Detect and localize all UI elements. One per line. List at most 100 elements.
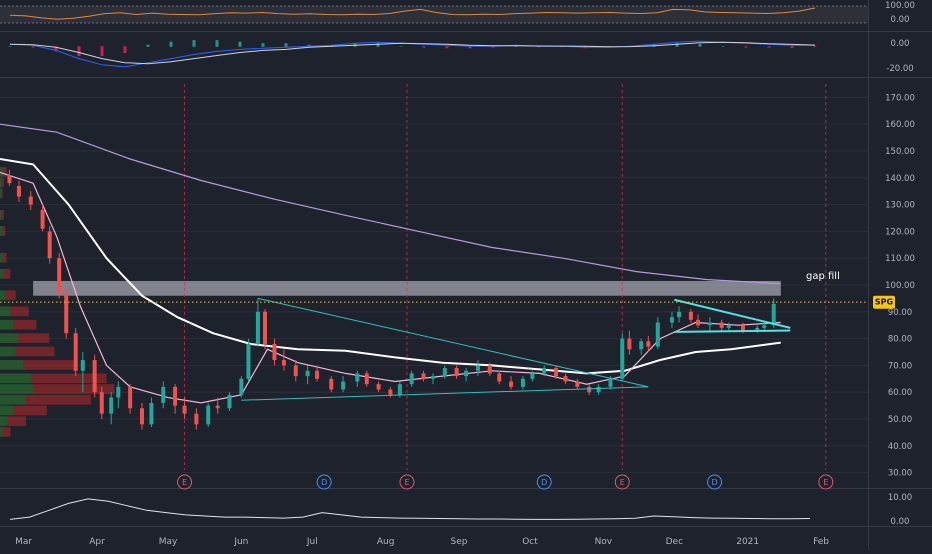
- volume-profile-buy-bar: [0, 384, 34, 394]
- volume-profile-sell-bar: [23, 360, 76, 370]
- volume-profile-buy-bar: [0, 188, 2, 199]
- candle-body: [620, 338, 625, 379]
- price-tick-label: 140.00: [885, 174, 915, 184]
- macd-histogram-bar: [8, 46, 12, 47]
- price-tick-label: 50.00: [888, 415, 912, 425]
- moving-averages: [0, 123, 781, 404]
- volume-profile-buy-bar: [0, 306, 11, 317]
- volume-profile-buy-bar: [0, 319, 13, 330]
- candle-body: [329, 378, 334, 390]
- macd-histogram-bar: [698, 43, 702, 47]
- volume-profile-sell-bar: [7, 416, 27, 427]
- candle-body: [293, 365, 298, 377]
- candlesticks: [7, 169, 776, 430]
- candle-body: [57, 258, 62, 294]
- macd-histogram-bar: [77, 46, 81, 57]
- volume-profile-sell-bar: [2, 252, 7, 263]
- event-circle: [316, 474, 332, 490]
- rsi-band: [0, 6, 868, 23]
- event-circle: [536, 474, 552, 490]
- event-label: D: [541, 478, 547, 487]
- symbol-price-tag[interactable]: SPG: [873, 295, 895, 309]
- event-circle: [614, 474, 630, 490]
- rsi-line: [9, 7, 816, 20]
- macd-histogram-bar: [767, 46, 771, 48]
- macd-histogram-bar: [813, 46, 817, 48]
- volume-profile-buy-bar: [0, 226, 3, 236]
- time-axis[interactable]: Mar Apr May Jun Jul Aug Sep Oct Nov Dec 2021 Feb: [15, 537, 829, 547]
- candle-body: [587, 386, 592, 393]
- candle-body: [431, 376, 435, 379]
- candle-body: [364, 373, 369, 385]
- volume-profile-buy-bar: [0, 252, 3, 263]
- macd-histogram-bar: [100, 46, 104, 57]
- candle-body: [696, 319, 701, 326]
- trendline: [241, 386, 649, 401]
- candle-body: [215, 405, 220, 409]
- trendlines[interactable]: [241, 297, 791, 401]
- candle-body: [64, 293, 69, 334]
- price-tick-label: 110.00: [885, 254, 915, 264]
- candle-body: [246, 343, 251, 379]
- candle-body: [7, 175, 12, 184]
- candle-body: [409, 373, 414, 385]
- volume-profile-buy-bar: [0, 373, 32, 384]
- candle-body: [99, 392, 104, 414]
- price-axis[interactable]: 30.00 40.00 50.00 60.00 70.00 80.00 90.00 100.0…: [885, 1, 915, 527]
- event-label: D: [321, 478, 327, 487]
- candle-body: [28, 196, 33, 205]
- time-tick-label: Jul: [306, 537, 318, 547]
- volume-profile-sell-bar: [2, 167, 7, 177]
- volume-profile-sell-bar: [18, 333, 50, 343]
- candle-body: [116, 386, 121, 398]
- macd-histogram-bar: [146, 44, 150, 47]
- candle-body: [608, 378, 613, 387]
- candle-body: [520, 378, 525, 387]
- macd-panel: [8, 40, 817, 68]
- macd-histogram-bar: [54, 46, 58, 52]
- macd-signal-line: [9, 41, 816, 65]
- candle-body: [771, 303, 776, 326]
- time-tick-label: May: [159, 537, 178, 547]
- macd-histogram-bar: [238, 41, 242, 47]
- candle-body: [16, 185, 21, 197]
- candle-body: [149, 402, 154, 425]
- macd-histogram-bar: [399, 46, 403, 47]
- macd-histogram-bar: [445, 46, 449, 49]
- candle-body: [80, 360, 85, 371]
- volume-profile-buy-bar: [0, 268, 4, 279]
- time-tick-label: Dec: [666, 537, 683, 547]
- price-tick-label: 130.00: [885, 201, 915, 211]
- candle-body: [47, 231, 52, 259]
- macd-histogram-bar: [192, 40, 196, 47]
- candle-body: [206, 405, 211, 425]
- price-tick-label: 150.00: [885, 147, 915, 157]
- candle-body: [341, 381, 346, 390]
- price-tick-label: 90.00: [888, 308, 912, 318]
- volume-profile-sell-bar: [2, 427, 11, 437]
- price-tick-label: 80.00: [888, 335, 912, 345]
- candle-body: [73, 333, 78, 371]
- event-label: E: [823, 478, 828, 487]
- candle-body: [388, 389, 393, 395]
- macd-histogram-bar: [790, 46, 794, 49]
- volume-profile-buy-bar: [0, 333, 19, 343]
- macd-histogram-bar: [261, 43, 265, 47]
- event-circle: [177, 474, 193, 490]
- candle-body: [263, 311, 268, 344]
- candle-body: [475, 365, 480, 371]
- candle-body: [139, 408, 144, 425]
- candle-body: [542, 368, 547, 374]
- candle-body: [182, 405, 187, 414]
- macd-histogram-bar: [468, 46, 472, 49]
- candle-body: [762, 325, 767, 328]
- macd-histogram-bar: [284, 43, 288, 47]
- candle-body: [40, 209, 45, 229]
- event-label: D: [711, 478, 717, 487]
- volume-profile-sell-bar: [26, 394, 91, 405]
- candle-body: [726, 325, 731, 328]
- macd-histogram-bar: [123, 46, 127, 53]
